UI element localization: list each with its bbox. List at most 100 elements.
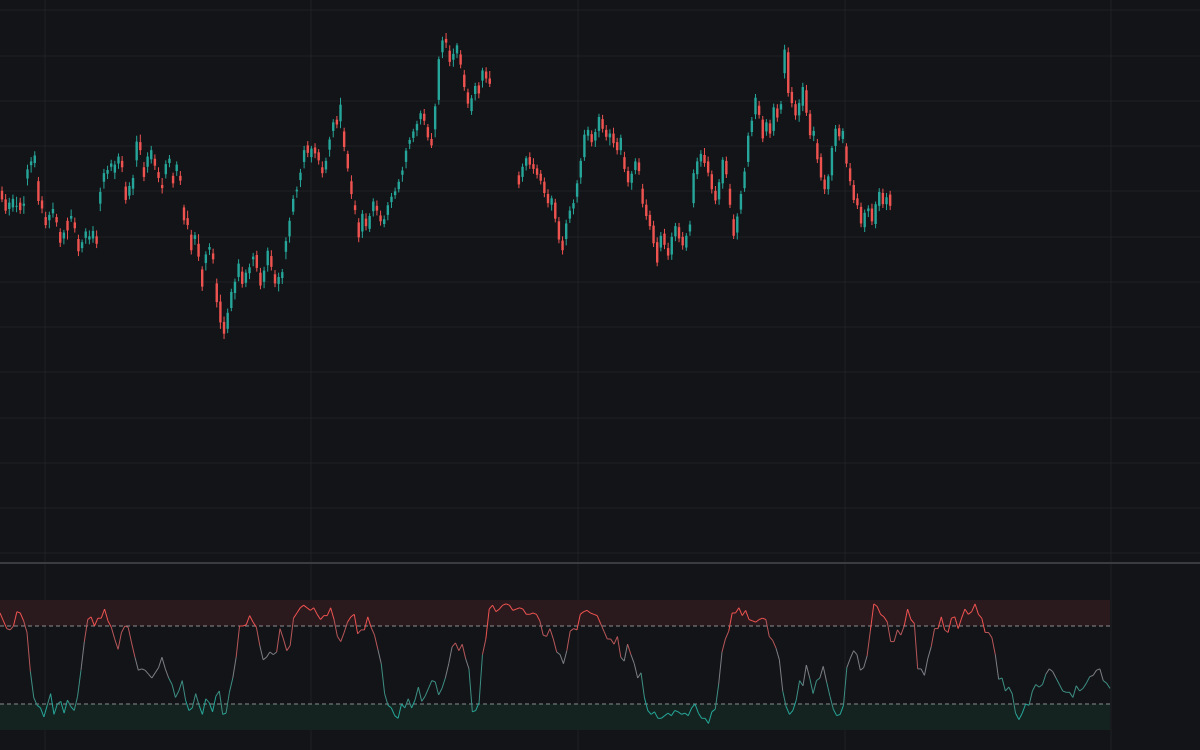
candle-body bbox=[717, 182, 721, 200]
oscillator-segment bbox=[438, 688, 443, 696]
oscillator-segment bbox=[562, 650, 568, 664]
candle-body bbox=[648, 214, 652, 227]
oscillator-segment bbox=[269, 651, 274, 655]
oscillator-line bbox=[0, 603, 1111, 724]
oscillator-segment bbox=[336, 636, 342, 642]
candle-body bbox=[714, 190, 717, 201]
oscillator-segment bbox=[724, 631, 730, 640]
candle-body bbox=[88, 236, 91, 240]
oscillator-segment bbox=[630, 654, 635, 664]
oscillator-segment bbox=[664, 712, 669, 717]
candle-body bbox=[433, 106, 437, 130]
oscillator-segment bbox=[1042, 673, 1047, 685]
candle-body bbox=[164, 164, 167, 175]
candle-body bbox=[725, 160, 728, 175]
oscillator-segment bbox=[417, 686, 423, 702]
candle-body bbox=[135, 141, 138, 161]
oscillator-segment bbox=[434, 681, 440, 696]
oscillator-segment bbox=[836, 713, 841, 717]
candle-body bbox=[379, 215, 382, 222]
oscillator-segment bbox=[988, 632, 993, 638]
oscillator-segment bbox=[640, 672, 645, 698]
candle-body bbox=[233, 281, 237, 294]
candle-body bbox=[881, 192, 885, 205]
oscillator-segment bbox=[600, 623, 605, 632]
candle-body bbox=[342, 131, 346, 147]
oscillator-segment bbox=[536, 614, 541, 622]
oscillator-segment bbox=[164, 668, 170, 679]
candle-body bbox=[757, 105, 761, 115]
candle-body bbox=[84, 231, 87, 238]
oscillator-segment bbox=[40, 707, 45, 718]
oscillator-segment bbox=[161, 657, 166, 670]
candle-body bbox=[33, 155, 36, 164]
candle-body bbox=[124, 186, 127, 200]
candle-body bbox=[40, 200, 44, 209]
oscillator-segment bbox=[590, 612, 594, 615]
candle-body bbox=[182, 207, 186, 221]
oscillator-segment bbox=[465, 658, 470, 670]
candle-body bbox=[594, 131, 597, 141]
oscillator-segment bbox=[549, 628, 554, 640]
oscillator-segment bbox=[1005, 686, 1010, 692]
oscillator-segment bbox=[616, 636, 622, 658]
candle-body bbox=[175, 164, 178, 172]
oscillator-segment bbox=[110, 627, 116, 640]
candle-body bbox=[328, 139, 331, 150]
oscillator-segment bbox=[23, 620, 28, 633]
candle-body bbox=[710, 174, 713, 190]
oscillator-segment bbox=[775, 647, 780, 660]
candle-body bbox=[80, 242, 84, 249]
candle-body bbox=[608, 133, 612, 138]
oscillator-segment bbox=[387, 704, 392, 709]
oscillator-segment bbox=[809, 677, 814, 694]
candle-body bbox=[288, 220, 291, 237]
oscillator-segment bbox=[1025, 703, 1030, 706]
oscillator-segment bbox=[556, 651, 561, 655]
candle-body bbox=[838, 128, 841, 137]
oscillator-segment bbox=[370, 627, 375, 636]
candle-body bbox=[692, 173, 695, 204]
oscillator-segment bbox=[691, 703, 696, 709]
oscillator-segment bbox=[893, 629, 898, 642]
oscillator-segment bbox=[141, 668, 146, 671]
candle-body bbox=[128, 186, 131, 196]
candle-body bbox=[259, 272, 262, 286]
oscillator-segment bbox=[1018, 712, 1023, 720]
candle-body bbox=[22, 203, 26, 206]
candle-body bbox=[645, 204, 648, 216]
candle-body bbox=[834, 128, 837, 146]
oscillator-segment bbox=[991, 637, 996, 655]
oscillator-segment bbox=[1096, 668, 1101, 671]
oscillator-segment bbox=[488, 604, 493, 610]
candle-body bbox=[528, 157, 531, 165]
candle-body bbox=[11, 198, 15, 208]
oscillator-segment bbox=[684, 712, 689, 717]
oscillator-segment bbox=[441, 677, 446, 689]
candle-body bbox=[874, 204, 877, 224]
candle-body bbox=[856, 198, 859, 206]
oscillator-segment bbox=[306, 607, 311, 611]
candle-body bbox=[790, 91, 794, 104]
oscillator-segment bbox=[546, 628, 551, 637]
oscillator-segment bbox=[735, 607, 740, 614]
oscillator-segment bbox=[148, 673, 153, 679]
candle-body bbox=[215, 283, 218, 303]
oscillator-segment bbox=[363, 616, 369, 631]
oscillator-segment bbox=[475, 702, 480, 711]
oscillator-segment bbox=[80, 641, 85, 671]
oscillator-segment bbox=[880, 613, 885, 618]
oscillator-segment bbox=[502, 603, 507, 606]
candle-body bbox=[150, 150, 153, 160]
candle-body bbox=[66, 220, 69, 231]
oscillator-segment bbox=[839, 705, 844, 715]
candle-body bbox=[62, 232, 66, 239]
oscillator-segment bbox=[876, 606, 882, 615]
candle-body bbox=[579, 160, 582, 178]
oscillator-segment bbox=[516, 607, 520, 610]
candle-body bbox=[226, 312, 229, 329]
candle-body bbox=[870, 208, 874, 222]
candle-body bbox=[306, 145, 309, 153]
oscillator-segment bbox=[218, 690, 224, 715]
candle-body bbox=[619, 137, 622, 151]
